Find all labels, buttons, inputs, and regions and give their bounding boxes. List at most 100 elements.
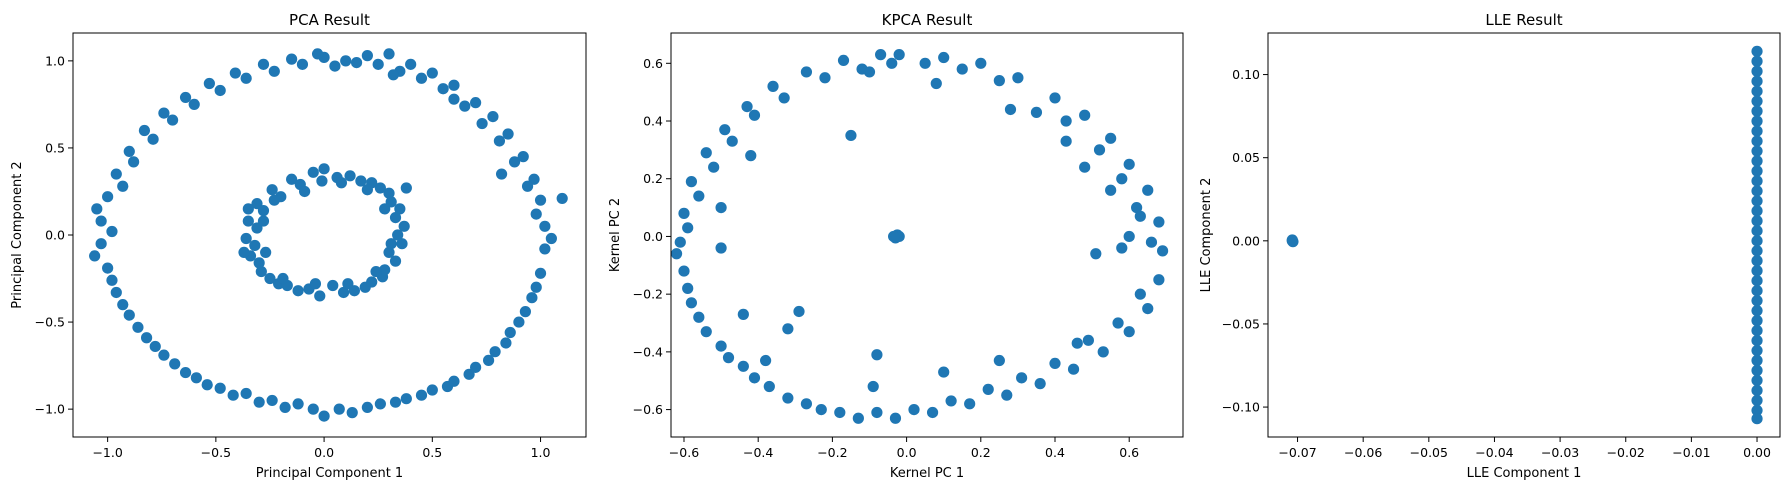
data-point — [147, 133, 159, 145]
data-point — [815, 403, 827, 416]
data-point — [513, 316, 525, 328]
data-point — [964, 398, 976, 410]
data-point — [1751, 85, 1763, 97]
x-axis-label: LLE Component 1 — [1467, 466, 1582, 481]
x-tick-label: 0.0 — [314, 445, 334, 460]
chart-title: KPCA Result — [882, 11, 973, 29]
data-point — [1116, 173, 1128, 185]
data-point — [95, 238, 107, 250]
data-point — [405, 58, 417, 70]
data-point — [117, 180, 129, 192]
data-point — [837, 54, 850, 67]
data-point — [344, 170, 356, 182]
data-point — [863, 66, 876, 78]
data-point — [982, 383, 994, 395]
data-point — [719, 124, 731, 136]
data-point — [366, 276, 378, 288]
data-point — [1134, 210, 1146, 222]
data-point — [526, 292, 538, 304]
data-point — [489, 346, 501, 358]
data-point — [214, 382, 226, 394]
data-point — [678, 265, 690, 277]
data-point — [534, 194, 547, 206]
data-point — [188, 98, 200, 110]
data-point — [123, 145, 135, 158]
data-point — [190, 372, 202, 384]
points-group — [89, 48, 568, 422]
data-point — [1093, 144, 1106, 156]
data-point — [379, 264, 391, 276]
x-tick-label: −0.5 — [201, 445, 231, 460]
data-point — [392, 229, 404, 241]
y-tick-label: −1.0 — [35, 402, 65, 417]
data-point — [715, 242, 727, 254]
data-point — [1751, 195, 1763, 207]
data-point — [1123, 158, 1135, 170]
axes-frame — [72, 32, 587, 438]
data-point — [763, 380, 775, 393]
data-point — [253, 257, 265, 269]
data-point — [871, 406, 883, 419]
data-point — [495, 168, 508, 180]
data-point — [476, 117, 488, 130]
data-point — [1001, 389, 1013, 401]
data-point — [1131, 201, 1143, 214]
data-point — [179, 366, 192, 379]
data-point — [459, 100, 471, 112]
y-tick-label: 0.05 — [1232, 150, 1260, 165]
y-tick-label: −0.5 — [35, 315, 65, 330]
data-point — [383, 246, 395, 259]
x-tick-label: −0.04 — [1475, 445, 1513, 460]
data-point — [238, 246, 250, 259]
y-tick-label: 0.2 — [643, 171, 663, 186]
data-point — [539, 220, 551, 232]
data-point — [437, 83, 449, 95]
data-point — [726, 135, 738, 147]
y-axis-label: LLE Component 2 — [1199, 178, 1214, 293]
data-point — [1751, 384, 1763, 397]
data-point — [426, 67, 438, 79]
data-point — [110, 168, 122, 180]
data-point — [1071, 337, 1083, 349]
data-point — [919, 57, 931, 69]
data-point — [128, 156, 140, 168]
data-point — [800, 66, 813, 78]
y-tick-label: 0.10 — [1232, 67, 1260, 82]
x-tick-label: 0.2 — [971, 445, 991, 460]
data-point — [1751, 75, 1763, 87]
data-point — [700, 147, 712, 159]
data-point — [203, 77, 215, 90]
data-point — [396, 238, 408, 250]
data-point — [383, 187, 395, 199]
data-point — [530, 281, 542, 293]
data-point — [240, 72, 252, 84]
data-point — [400, 393, 412, 405]
data-point — [545, 232, 557, 245]
data-point — [504, 326, 516, 339]
data-point — [1751, 285, 1763, 297]
data-point — [1123, 326, 1135, 338]
x-tick-label: −0.6 — [669, 445, 699, 460]
x-tick-label: −1.0 — [92, 445, 122, 460]
data-point — [389, 255, 402, 267]
data-point — [266, 184, 278, 196]
data-point — [158, 107, 170, 119]
data-point — [715, 201, 727, 214]
data-point — [286, 53, 298, 65]
data-point — [1751, 265, 1763, 277]
data-point — [296, 58, 309, 70]
data-point — [329, 60, 341, 72]
data-point — [333, 403, 345, 415]
data-point — [693, 311, 705, 323]
x-tick-label: −0.01 — [1672, 445, 1710, 460]
data-point — [1153, 216, 1165, 228]
chart-title: LLE Result — [1485, 11, 1562, 29]
data-point — [1287, 236, 1299, 248]
x-tick-label: 0.00 — [1743, 445, 1771, 460]
data-point — [260, 246, 272, 259]
data-point — [889, 412, 902, 424]
data-point — [1004, 103, 1017, 116]
data-point — [1012, 72, 1024, 84]
data-point — [166, 114, 179, 126]
